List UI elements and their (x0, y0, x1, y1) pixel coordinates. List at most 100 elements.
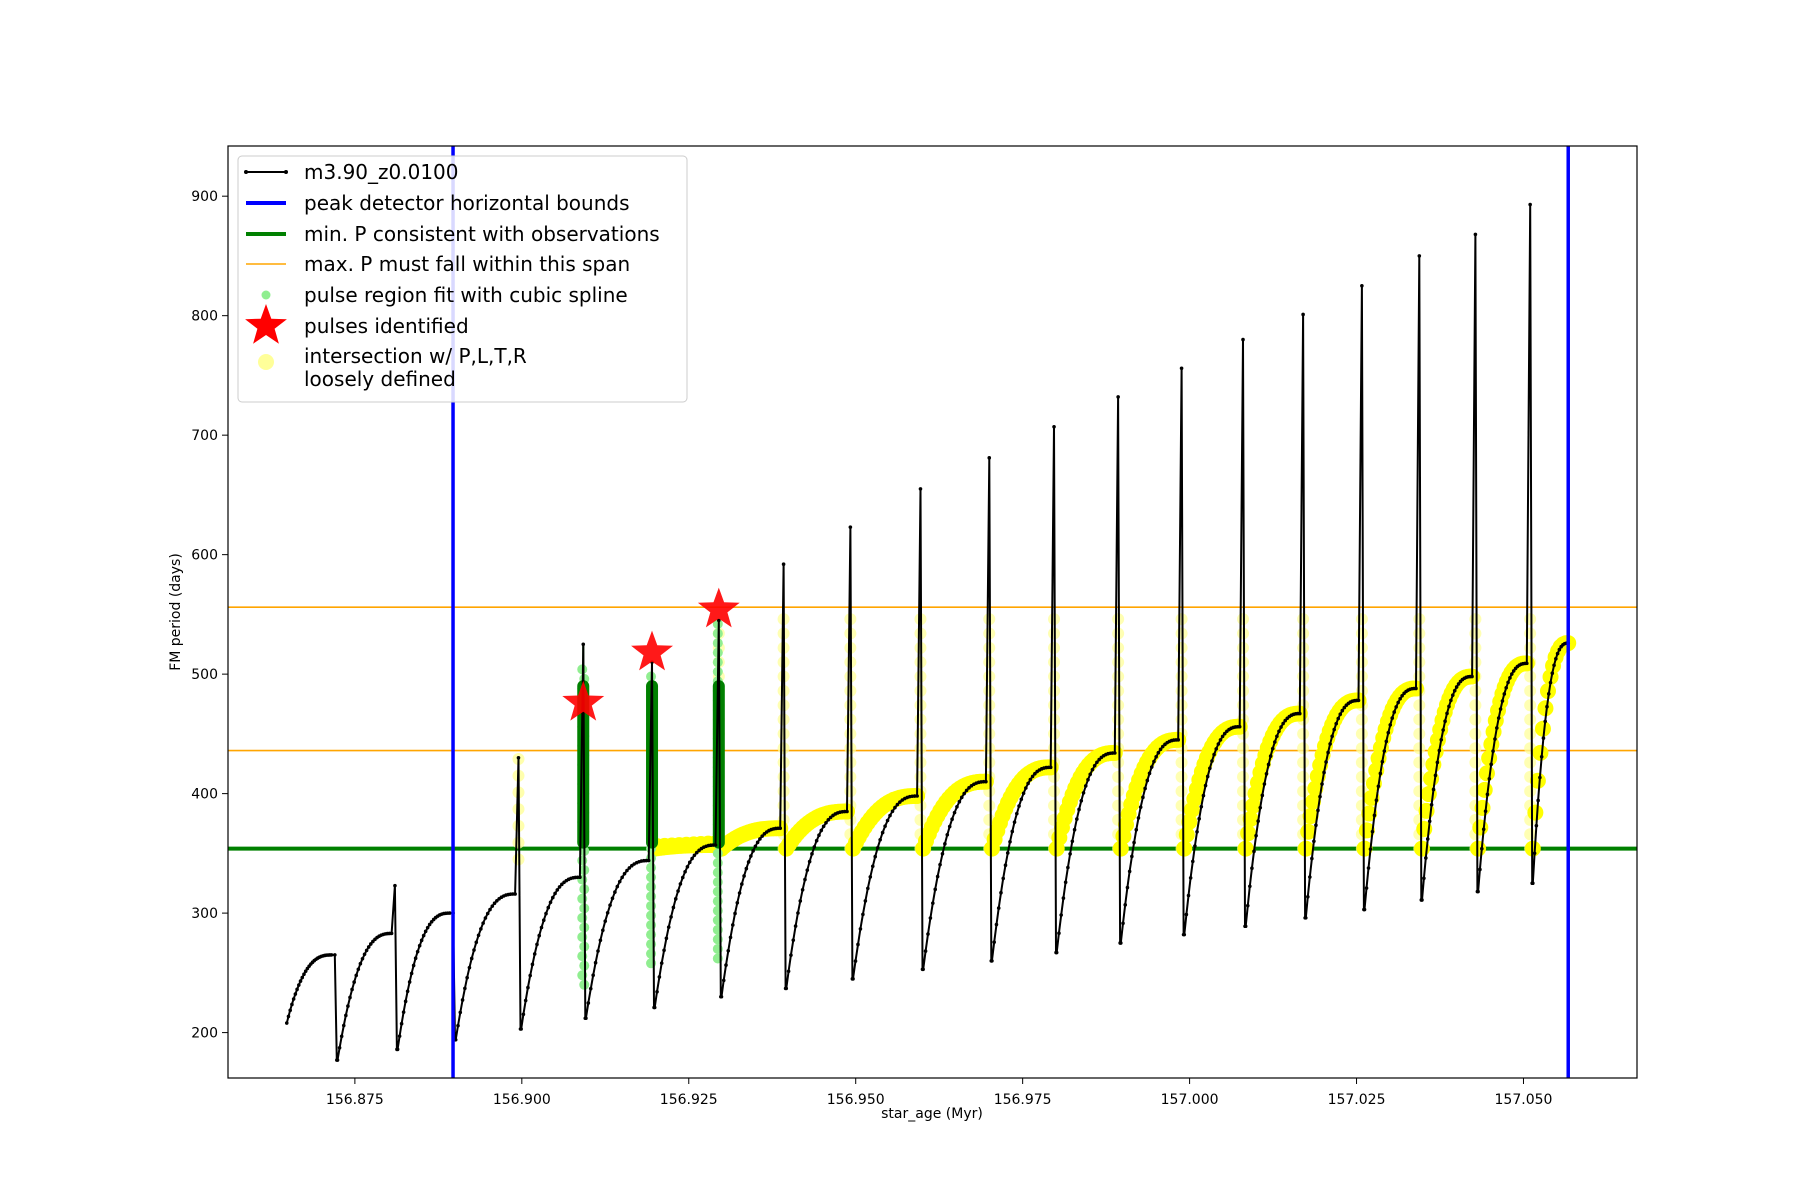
model-point (1033, 771, 1037, 776)
model-point (1201, 793, 1206, 798)
model-point (364, 948, 369, 953)
intersection-light-point (983, 742, 996, 755)
model-point (300, 975, 305, 980)
model-point (1500, 699, 1505, 703)
model-point (1394, 705, 1398, 709)
model-point (1241, 337, 1245, 342)
model-point (1176, 738, 1181, 742)
model-point (786, 969, 791, 974)
y-tick-label: 400 (191, 787, 218, 803)
model-point (1332, 727, 1336, 732)
model-point (928, 916, 933, 920)
model-point (1324, 760, 1328, 764)
model-point (1021, 791, 1026, 796)
model-point (1502, 692, 1507, 696)
model-point (1546, 692, 1551, 696)
model-point (393, 883, 397, 888)
pulse-fit-point (712, 896, 723, 907)
model-point (992, 940, 996, 944)
intersection-light-point (1175, 699, 1188, 712)
intersection-light-point (1355, 742, 1368, 755)
model-point (1024, 786, 1028, 790)
intersection-light-point (1175, 684, 1188, 697)
model-point (1334, 721, 1339, 726)
model-point (1511, 669, 1516, 673)
model-point (749, 854, 753, 858)
model-point (1433, 773, 1438, 778)
model-point (1070, 839, 1075, 844)
model-point (666, 925, 671, 929)
model-point (1149, 765, 1154, 769)
model-point (469, 956, 474, 961)
model-point (1473, 232, 1478, 237)
model-point (463, 986, 467, 991)
intersection-light-point (1297, 727, 1310, 740)
model-point (1123, 903, 1128, 907)
model-point (333, 953, 337, 957)
model-point (737, 891, 742, 895)
model-point (1147, 771, 1152, 776)
intersection-light-point (1469, 641, 1482, 654)
model-point (793, 924, 798, 928)
intersection-light-point (1469, 756, 1482, 769)
horizontal-reference-lines (228, 606, 1637, 851)
intersection-light-point (1469, 742, 1482, 755)
model-point (1525, 661, 1529, 666)
model-point (947, 824, 952, 829)
model-point (694, 850, 699, 855)
model-point (1266, 762, 1271, 767)
model-point (1179, 366, 1184, 371)
model-point (1019, 797, 1024, 802)
model-point (622, 871, 627, 876)
model-point (724, 963, 728, 967)
model-point (399, 1021, 404, 1026)
model-point (999, 890, 1003, 895)
model-point (608, 903, 612, 907)
x-tick-label: 157.025 (1328, 1092, 1386, 1108)
pulse-fit-point (577, 855, 588, 866)
intersection-light-point (777, 785, 790, 798)
model-point (1143, 786, 1147, 791)
model-point (931, 901, 935, 905)
model-point (671, 905, 676, 910)
intersection-light-point (1112, 799, 1125, 812)
model-point (1010, 829, 1015, 834)
model-point (581, 642, 586, 647)
intersection-point (1481, 750, 1498, 767)
intersection-light-point (983, 799, 996, 812)
model-point (1256, 819, 1260, 823)
model-point (1528, 202, 1532, 207)
intersection-light-point (914, 813, 927, 826)
model-point (1480, 846, 1484, 851)
x-tick-label: 157.000 (1161, 1092, 1219, 1108)
model-point (427, 922, 432, 927)
model-point (1450, 693, 1455, 697)
model-point (1188, 876, 1193, 880)
model-point (290, 1002, 294, 1007)
model-point (1510, 672, 1514, 676)
model-point (1422, 876, 1426, 881)
model-point (1136, 816, 1141, 820)
model-point (952, 810, 957, 815)
plot-frame (227, 145, 1638, 1079)
intersection-light-point (1413, 727, 1426, 740)
model-point (354, 973, 359, 978)
model-point (1134, 827, 1139, 832)
model-point (1541, 736, 1546, 740)
model-point (690, 856, 694, 861)
model-point (1068, 852, 1072, 856)
model-point (713, 843, 718, 847)
intersection-light-point (1112, 699, 1125, 712)
model-point (1152, 759, 1156, 764)
intersection-light-point (1524, 756, 1537, 769)
intersection-light-point (1237, 699, 1250, 712)
model-point (967, 786, 971, 790)
model-point (613, 890, 617, 894)
model-point (1005, 851, 1010, 855)
intersection-light-point (844, 785, 857, 798)
model-point (1086, 777, 1090, 782)
model-point (984, 779, 988, 784)
model-point (1088, 772, 1093, 777)
model-point (873, 854, 878, 859)
model-point (447, 911, 452, 915)
